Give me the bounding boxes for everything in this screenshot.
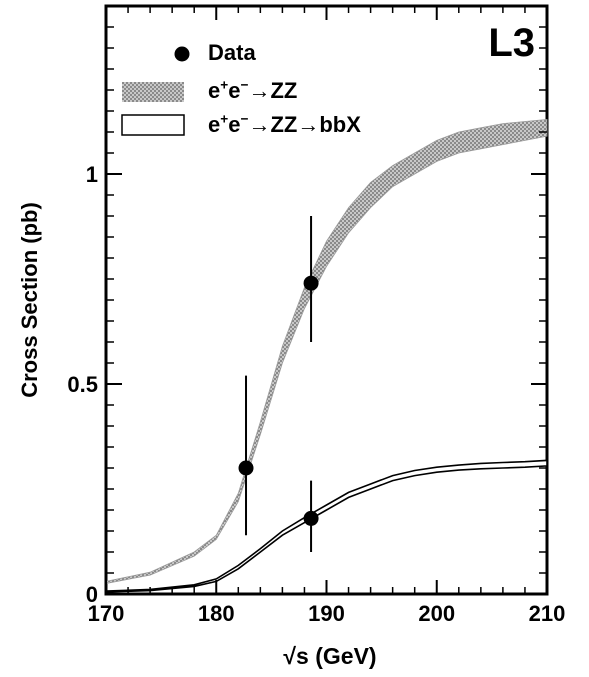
plot-frame [104,4,549,596]
data-point-1 [303,275,319,291]
data-point-2 [303,510,319,526]
y-tick-label: 0 [86,582,98,607]
legend [121,46,190,136]
legend-zz-bbx-label: e+e−→ZZ→bbX [208,111,361,137]
data-point-0 [238,460,254,476]
legend-zz-swatch [122,82,184,102]
data-points-layer [238,216,319,552]
experiment-label: L3 [488,21,535,65]
y-tick-label: 1 [86,162,98,187]
ticks-layer: 170 180 190 200 210 0 0.5 1 [67,6,565,626]
bands-layer [105,118,548,593]
legend-data-marker [174,46,190,62]
x-tick-label: 190 [308,601,345,626]
x-tick-label: 170 [88,601,125,626]
legend-zz-bbx-swatch [121,114,185,136]
x-axis-label: √s (GeV) [283,643,376,669]
band-zz-bbx [105,459,548,593]
y-axis-label: Cross Section (pb) [17,202,42,398]
x-tick-label: 210 [529,601,566,626]
legend-zz-label: e+e−→ZZ [208,77,298,103]
legend-data-label: Data [208,40,256,65]
y-tick-label: 0.5 [67,372,98,397]
x-tick-label: 180 [198,601,235,626]
x-tick-label: 200 [418,601,455,626]
band-zz [105,118,548,584]
